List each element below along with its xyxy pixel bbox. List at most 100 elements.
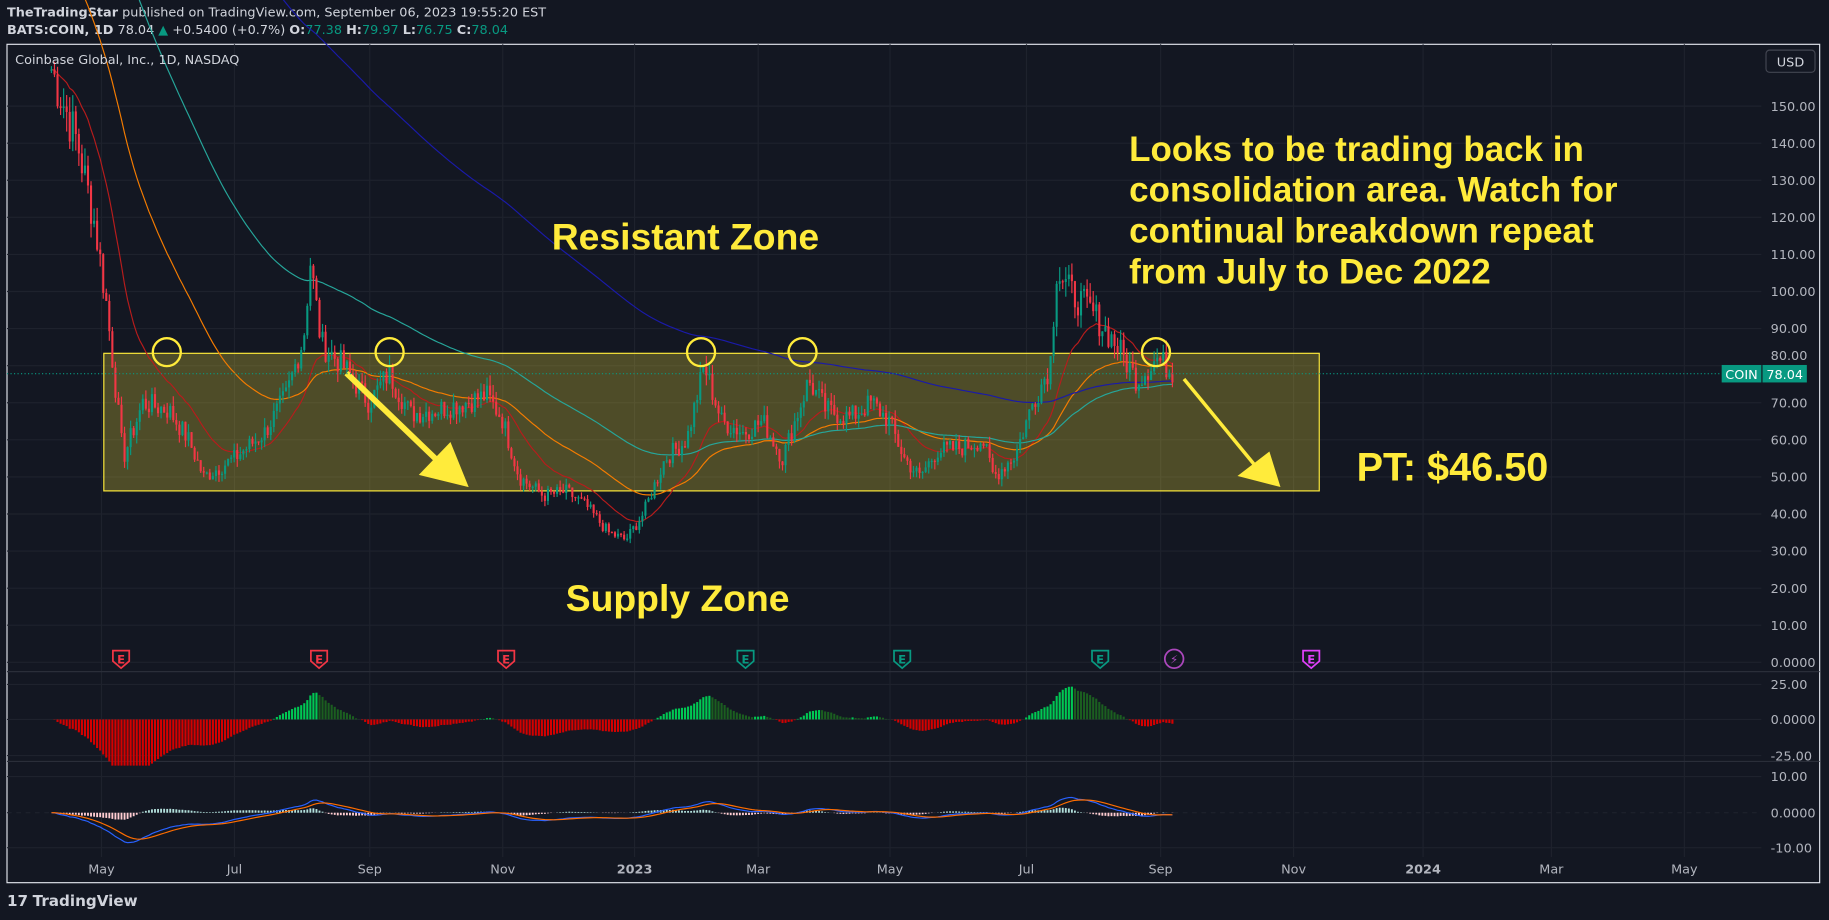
event-label: E <box>742 652 750 666</box>
macd-bar <box>1089 812 1092 814</box>
candle <box>1064 279 1067 282</box>
candle <box>680 446 684 456</box>
macd-bar <box>860 812 863 814</box>
macd-bar <box>1104 812 1107 816</box>
osc1-bar <box>1073 688 1076 720</box>
macd-bar <box>1061 807 1064 813</box>
macd-bar <box>1073 810 1076 813</box>
candle <box>425 411 428 417</box>
touch-circle <box>151 336 182 368</box>
candle <box>318 299 321 338</box>
candle <box>592 504 595 514</box>
touch-circle <box>374 336 405 368</box>
candle <box>991 457 994 473</box>
macd-bar <box>1141 812 1143 816</box>
candle <box>297 364 300 369</box>
candle <box>976 448 979 451</box>
candle <box>638 521 641 530</box>
candle <box>144 398 147 409</box>
candle <box>702 366 705 373</box>
osc1-bar <box>683 707 687 720</box>
candle <box>1058 281 1061 284</box>
close: 78.04 <box>471 23 508 38</box>
candle <box>470 403 473 412</box>
macd-bar <box>163 808 166 813</box>
macd-bar <box>181 809 184 813</box>
osc1-bar <box>1070 686 1073 720</box>
candle <box>888 416 891 427</box>
candle <box>814 390 818 395</box>
candle <box>65 106 68 112</box>
candle <box>406 401 409 403</box>
macd-bar <box>406 812 409 814</box>
symbol: BATS:COIN, 1D <box>7 23 113 38</box>
candle <box>498 414 501 417</box>
osc2-tick: 0.0000 <box>1771 806 1816 821</box>
candle <box>549 488 553 492</box>
macd-bar <box>559 812 562 813</box>
osc1-bar <box>568 719 571 731</box>
osc1-bar <box>872 716 875 720</box>
osc1-bar <box>406 719 409 725</box>
osc1-bar <box>693 703 696 720</box>
candle <box>769 437 772 439</box>
macd-bar <box>269 810 272 813</box>
earnings-icon <box>112 649 131 670</box>
candle <box>705 366 708 376</box>
osc1-bar <box>818 710 821 720</box>
candle <box>1134 367 1137 391</box>
candle <box>589 504 592 507</box>
candle <box>757 420 760 425</box>
candle <box>540 491 543 496</box>
osc1-bar <box>1009 719 1013 724</box>
osc1-bar <box>260 719 263 724</box>
macd-bar <box>915 812 918 815</box>
osc1-bar <box>449 719 452 725</box>
macd-bar <box>967 811 970 813</box>
macd-bar <box>175 809 178 813</box>
osc1-bar <box>616 719 620 732</box>
osc1-bar <box>117 719 120 766</box>
candle <box>805 379 808 402</box>
osc1-bar <box>415 719 419 727</box>
macd-bar <box>924 812 927 814</box>
macd-bar <box>982 812 985 813</box>
osc1-bar <box>1171 719 1174 724</box>
up-arrow-icon: ▲ <box>158 23 168 38</box>
osc2-tick: -10.00 <box>1771 841 1812 856</box>
osc1-bar <box>196 719 199 746</box>
candle <box>848 411 851 416</box>
price-tick: 30.00 <box>1771 545 1808 560</box>
macd-bar <box>400 812 403 814</box>
currency-button[interactable] <box>1765 49 1816 73</box>
osc1-bar <box>181 719 184 747</box>
candle <box>952 440 955 450</box>
time-axis[interactable]: May Jul Sep Nov 2023 Mar May Jul Sep Nov 2024 Mar Ma… <box>88 862 1698 877</box>
candle <box>1037 402 1040 407</box>
osc1-bar <box>546 719 550 736</box>
macd-bar <box>422 812 424 814</box>
osc1-bar <box>336 709 339 720</box>
candle <box>811 382 815 395</box>
candle <box>674 442 677 449</box>
candle <box>1171 372 1174 383</box>
tradingview-logo-icon[interactable]: 𝟭𝟳 <box>7 892 28 910</box>
candle <box>1107 326 1110 347</box>
candle <box>854 405 857 419</box>
osc1-bar <box>1119 715 1122 720</box>
price-axis[interactable]: 150.00 140.00 130.00 120.00 110.00 100.00 90.0… <box>1771 100 1816 857</box>
candle <box>629 529 632 539</box>
osc1-bar <box>184 719 187 747</box>
macd-bar <box>815 810 817 813</box>
osc1-bar <box>641 719 644 727</box>
osc1-bar <box>632 719 635 730</box>
candle <box>510 448 513 459</box>
macd-bar <box>1055 808 1058 813</box>
candle <box>473 393 476 412</box>
macd-bar <box>294 809 297 813</box>
osc1-bar <box>245 719 248 730</box>
candle <box>1159 357 1162 361</box>
osc1-bar <box>583 719 586 730</box>
osc1-bar <box>147 719 150 766</box>
